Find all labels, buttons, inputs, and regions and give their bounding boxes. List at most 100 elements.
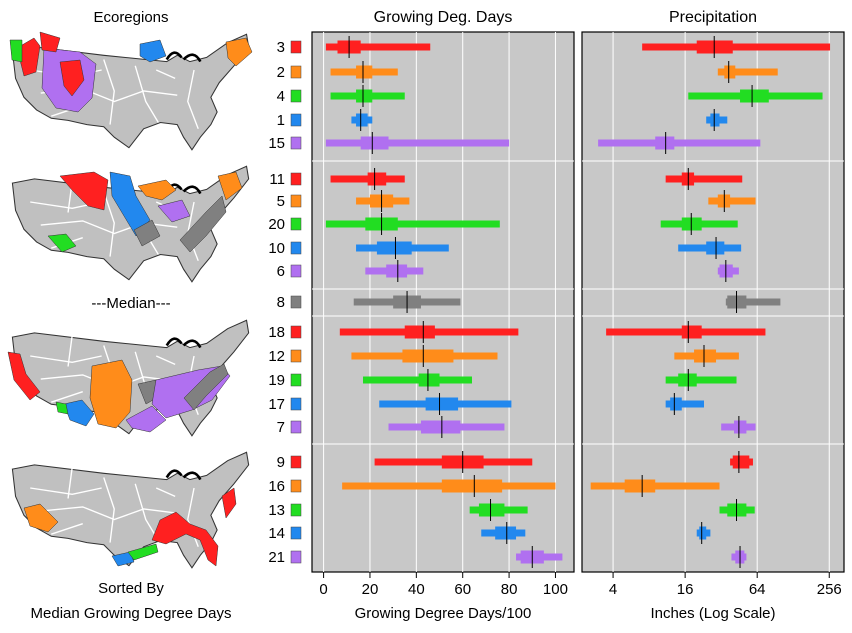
ecoregion-map-2	[11, 164, 251, 284]
row-label-1: 1	[277, 112, 285, 129]
precip-iqr-bar-2	[724, 65, 736, 79]
row-swatch-11	[290, 172, 302, 186]
precip-tick-label: 4	[609, 581, 617, 598]
precip-range-bar-2	[717, 68, 778, 76]
row-label-17: 17	[268, 396, 285, 413]
gdd-range-bar-15	[325, 139, 510, 147]
gdd-tick-label: 40	[408, 581, 425, 598]
row-label-12: 12	[268, 348, 285, 365]
row-label-9: 9	[277, 454, 285, 471]
gdd-tick-label: 80	[501, 581, 518, 598]
row-label-18: 18	[268, 324, 285, 341]
gdd-iqr-bar-1	[356, 113, 368, 127]
row-swatch-2	[290, 65, 302, 79]
row-swatch-3	[290, 40, 302, 54]
gdd-range-bar-19	[363, 376, 472, 384]
footer-line-2: Median Growing Degree Days	[31, 605, 232, 622]
row-swatch-16	[290, 479, 302, 493]
row-label-13: 13	[268, 502, 285, 519]
row-label-16: 16	[268, 478, 285, 495]
row-swatch-15	[290, 136, 302, 150]
row-label-5: 5	[277, 193, 285, 210]
gdd-iqr-bar-17	[425, 397, 459, 411]
gdd-iqr-bar-2	[356, 65, 373, 79]
precip-iqr-bar-15	[655, 136, 675, 150]
row-label-2: 2	[277, 64, 285, 81]
precip-iqr-bar-7	[734, 420, 747, 434]
precip-tick-label: 256	[817, 581, 842, 598]
precip-tick-label: 64	[749, 581, 766, 598]
gdd-tick-label: 20	[362, 581, 379, 598]
row-label-11: 11	[269, 171, 285, 188]
gdd-tick-label: 60	[454, 581, 471, 598]
precip-range-bar-8	[725, 298, 781, 306]
row-label-15: 15	[268, 135, 285, 152]
precip-iqr-bar-9	[732, 455, 750, 469]
row-swatch-14	[290, 526, 302, 540]
median-label: ---Median---	[91, 295, 170, 312]
gdd-tick-label: 100	[543, 581, 568, 598]
precip-panel	[581, 31, 845, 573]
precip-iqr-bar-18	[681, 325, 702, 339]
row-swatch-18	[290, 325, 302, 339]
ecoregions-title: Ecoregions	[93, 9, 168, 26]
row-swatch-6	[290, 264, 302, 278]
gdd-range-bar-20	[325, 220, 500, 228]
ecoregion-map-3	[7, 318, 251, 438]
gdd-iqr-bar-14	[495, 526, 517, 540]
row-swatch-5	[290, 194, 302, 208]
precip-chart: 4 16 64 256 Precipitation Inches (Log Scale)	[581, 9, 845, 622]
row-swatch-12	[290, 349, 302, 363]
row-label-10: 10	[268, 240, 285, 257]
row-swatch-13	[290, 503, 302, 517]
row-label-6: 6	[277, 263, 285, 280]
gdd-title: Growing Deg. Days	[374, 9, 513, 26]
row-label-14: 14	[268, 525, 285, 542]
gdd-xlabel: Growing Degree Days/100	[355, 605, 532, 622]
row-swatch-17	[290, 397, 302, 411]
precip-range-bar-3	[642, 43, 831, 51]
precip-iqr-bar-4	[740, 89, 769, 103]
precip-range-bar-17	[665, 400, 704, 408]
gdd-iqr-bar-16	[441, 479, 503, 493]
gdd-iqr-bar-7	[420, 420, 461, 434]
gdd-tick-label: 0	[319, 581, 327, 598]
row-swatch-19	[290, 373, 302, 387]
gdd-iqr-bar-11	[367, 172, 387, 186]
row-swatch-10	[290, 241, 302, 255]
precip-iqr-bar-12	[694, 349, 717, 363]
gdd-chart: 0 20 40 60 80 100 Growing Deg. Days Growing Deg…	[311, 9, 575, 622]
precip-iqr-bar-10	[706, 241, 725, 255]
precip-iqr-bar-19	[678, 373, 697, 387]
precip-xlabel: Inches (Log Scale)	[650, 605, 775, 622]
row-swatch-4	[290, 89, 302, 103]
precip-iqr-bar-17	[670, 397, 682, 411]
gdd-iqr-bar-12	[402, 349, 454, 363]
gdd-iqr-bar-10	[376, 241, 412, 255]
row-swatch-1	[290, 113, 302, 127]
gdd-iqr-bar-6	[386, 264, 408, 278]
row-swatch-8	[290, 295, 302, 309]
row-swatch-21	[290, 550, 302, 564]
precip-range-bar-15	[598, 139, 761, 147]
precip-range-bar-5	[708, 197, 756, 205]
precip-iqr-bar-1	[710, 113, 720, 127]
footer-line-1: Sorted By	[98, 580, 164, 597]
precip-range-bar-11	[665, 175, 743, 183]
row-swatch-20	[290, 217, 302, 231]
row-label-7: 7	[277, 419, 285, 436]
row-swatch-9	[290, 455, 302, 469]
ecoregion-map-4	[11, 450, 251, 570]
row-label-4: 4	[277, 88, 285, 105]
precip-iqr-bar-3	[696, 40, 733, 54]
row-swatch-7	[290, 420, 302, 434]
gdd-iqr-bar-4	[356, 89, 373, 103]
gdd-iqr-bar-15	[360, 136, 389, 150]
gdd-iqr-bar-19	[418, 373, 440, 387]
row-label-8: 8	[277, 294, 285, 311]
row-label-21: 21	[268, 549, 285, 566]
ecoregion-map-1	[9, 31, 253, 152]
